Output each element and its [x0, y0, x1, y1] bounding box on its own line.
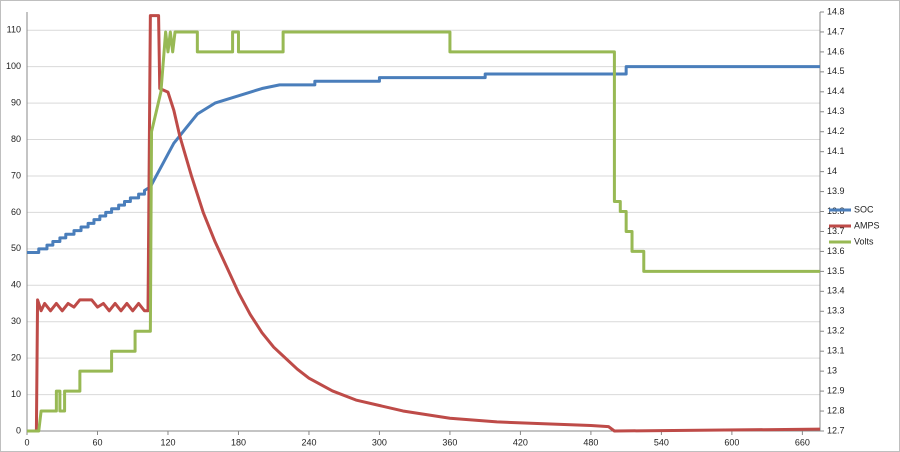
x-tick-label: 300	[372, 437, 387, 447]
legend-label: Volts	[854, 236, 874, 246]
y2-tick-label: 13	[827, 366, 837, 376]
y2-tick-label: 14.8	[827, 6, 845, 16]
x-tick-label: 180	[231, 437, 246, 447]
y-tick-label: 50	[11, 243, 21, 253]
x-tick-label: 420	[513, 437, 528, 447]
y2-tick-label: 14.6	[827, 46, 845, 56]
y2-tick-label: 14.5	[827, 66, 845, 76]
y2-tick-label: 14.1	[827, 146, 845, 156]
x-tick-label: 60	[92, 437, 102, 447]
y-tick-label: 70	[11, 170, 21, 180]
y2-tick-label: 14.4	[827, 86, 845, 96]
y-tick-label: 40	[11, 280, 21, 290]
y2-tick-label: 12.9	[827, 385, 845, 395]
x-tick-label: 600	[724, 437, 739, 447]
y2-tick-label: 13.3	[827, 306, 845, 316]
y2-tick-label: 13.7	[827, 226, 845, 236]
y2-tick-label: 13.2	[827, 326, 845, 336]
series-line	[27, 65, 820, 254]
legend-label: AMPS	[854, 220, 880, 230]
y-tick-label: 100	[6, 61, 21, 71]
legend-label: SOC	[854, 204, 874, 214]
y2-tick-label: 13.9	[827, 186, 845, 196]
x-tick-label: 540	[654, 437, 669, 447]
y-tick-label: 30	[11, 316, 21, 326]
y2-tick-label: 12.7	[827, 425, 845, 435]
y2-tick-label: 13.5	[827, 266, 845, 276]
y2-tick-label: 14.7	[827, 26, 845, 36]
y-tick-label: 110	[7, 25, 21, 35]
y2-tick-label: 14.2	[827, 126, 845, 136]
y2-tick-label: 13.6	[827, 246, 845, 256]
y2-tick-label: 14.3	[827, 106, 845, 116]
y-tick-label: 10	[11, 389, 21, 399]
x-tick-label: 120	[160, 437, 175, 447]
y-tick-label: 20	[11, 353, 21, 363]
y-tick-label: 90	[11, 97, 21, 107]
x-tick-label: 480	[583, 437, 598, 447]
y2-tick-label: 13.4	[827, 286, 845, 296]
y-tick-label: 60	[11, 207, 21, 217]
y2-tick-label: 14	[827, 166, 837, 176]
series-line	[27, 14, 821, 433]
y2-tick-label: 12.8	[827, 405, 845, 415]
x-tick-label: 360	[442, 437, 457, 447]
y-tick-label: 0	[16, 425, 21, 435]
x-tick-label: 0	[24, 437, 29, 447]
series-line	[27, 30, 820, 433]
y-tick-label: 80	[11, 134, 21, 144]
x-tick-label: 660	[795, 437, 810, 447]
y2-tick-label: 13.1	[827, 346, 845, 356]
x-tick-label: 240	[301, 437, 316, 447]
